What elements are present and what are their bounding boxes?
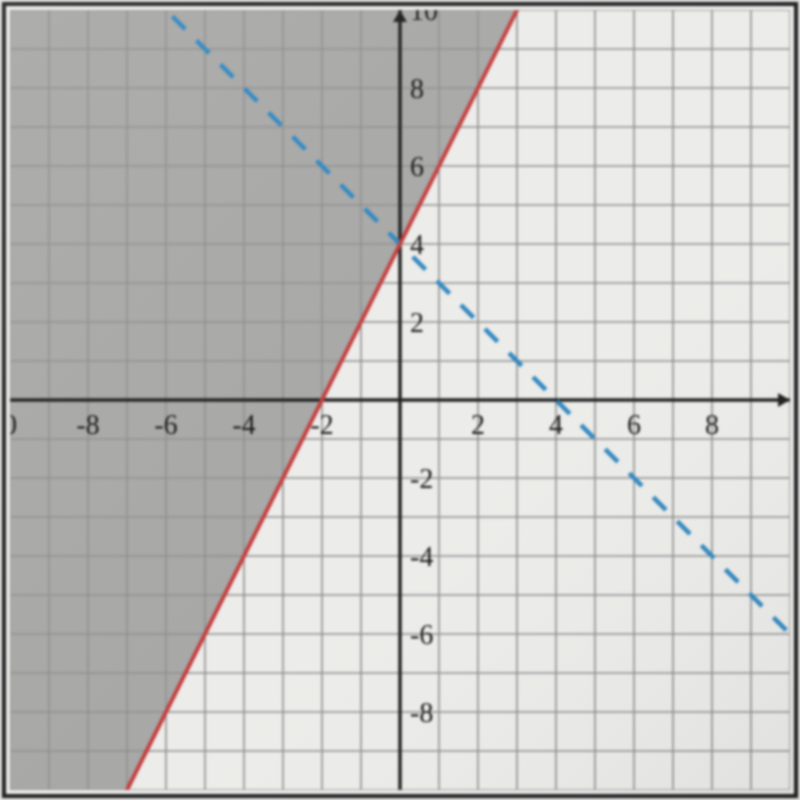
y-tick-label: 4 [410, 230, 424, 261]
inequality-graph: 0-8-6-4-22468-8-6-4-2246810 [0, 0, 800, 800]
y-tick-label: 8 [410, 74, 424, 105]
x-tick-label: 2 [471, 410, 485, 441]
x-tick-label: 6 [627, 410, 641, 441]
x-tick-label: 4 [549, 410, 563, 441]
y-tick-label: -2 [410, 464, 433, 495]
x-tick-label: -6 [154, 410, 177, 441]
x-tick-label: -8 [76, 410, 99, 441]
chart-stage: 0-8-6-4-22468-8-6-4-2246810 [0, 0, 800, 800]
y-tick-label: 2 [410, 308, 424, 339]
y-tick-label: 6 [410, 152, 424, 183]
x-tick-label: 8 [705, 410, 719, 441]
y-tick-label: -6 [410, 620, 433, 651]
x-tick-label: -4 [232, 410, 255, 441]
y-tick-label: -4 [410, 542, 433, 573]
y-tick-label: -8 [410, 698, 433, 729]
